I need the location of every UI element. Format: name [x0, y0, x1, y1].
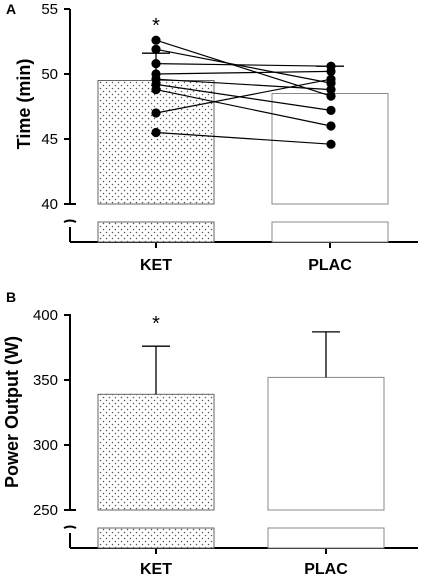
panel-b-category-plac-label: PLAC	[304, 561, 348, 578]
panel-b-y-tick-label: 350	[33, 372, 58, 389]
ket-point	[151, 108, 161, 118]
panel-a-bar-ket	[97, 80, 215, 205]
paired-line	[155, 78, 332, 91]
plac-point	[326, 91, 336, 101]
panel-b-y-axis-label: Power Output (W)	[2, 336, 22, 488]
panel-b-bar-plac	[267, 376, 385, 511]
panel-a-y-tick-label: 55	[41, 1, 58, 18]
paired-line	[155, 131, 332, 145]
panel-b-bar-plac-below-break	[267, 527, 385, 549]
ket-point	[151, 127, 161, 138]
panel-a-category-plac-label: PLAC	[308, 257, 352, 274]
plac-point	[326, 85, 336, 95]
paired-line	[155, 78, 332, 114]
panel-a-significance-marker: *	[152, 15, 160, 37]
panel-a-y-tick-label: 50	[41, 66, 58, 83]
panel-a-y-tick-label: 45	[41, 131, 58, 148]
ket-point	[151, 35, 161, 45]
plac-point	[326, 105, 336, 115]
panel-a-y-axis-label: Time (min)	[14, 59, 34, 150]
panel-a-category-ket-label: KET	[140, 257, 172, 274]
plac-point	[326, 74, 336, 84]
paired-line	[155, 83, 332, 111]
panel-b: B Power Output (W) 250 300 350 400 KET P…	[2, 289, 418, 578]
panel-a-label: A	[6, 1, 16, 17]
panel-a-axis-break-mark	[63, 203, 77, 223]
paired-line	[155, 63, 332, 67]
panel-b-y-tick-label: 400	[33, 307, 58, 324]
panel-b-axis-break-mark	[63, 509, 77, 529]
panel-a-y-tick-label: 40	[41, 196, 58, 213]
panel-b-bar-ket	[97, 393, 215, 511]
panel-a: A Time (min) 40 45 50 55 KET PLAC *	[6, 1, 418, 274]
ket-point	[151, 59, 161, 69]
paired-line	[155, 70, 332, 75]
ket-point	[151, 44, 161, 54]
panel-a-bar-plac-below-break	[271, 221, 389, 243]
plac-point	[326, 139, 336, 149]
panel-b-y-tick-label: 250	[33, 502, 58, 519]
panel-b-label: B	[6, 289, 16, 305]
paired-line	[155, 48, 332, 84]
panel-b-bar-ket-below-break	[97, 527, 215, 549]
plac-point	[326, 121, 336, 131]
paired-line	[155, 89, 332, 127]
plac-point	[326, 66, 336, 76]
panel-a-individual-data	[151, 35, 336, 149]
panel-b-category-ket-label: KET	[140, 561, 172, 578]
paired-line	[155, 39, 332, 97]
panel-a-bar-ket-below-break	[97, 221, 215, 243]
panel-b-significance-marker: *	[152, 313, 160, 335]
panel-b-y-tick-label: 300	[33, 437, 58, 454]
ket-point	[151, 85, 161, 95]
